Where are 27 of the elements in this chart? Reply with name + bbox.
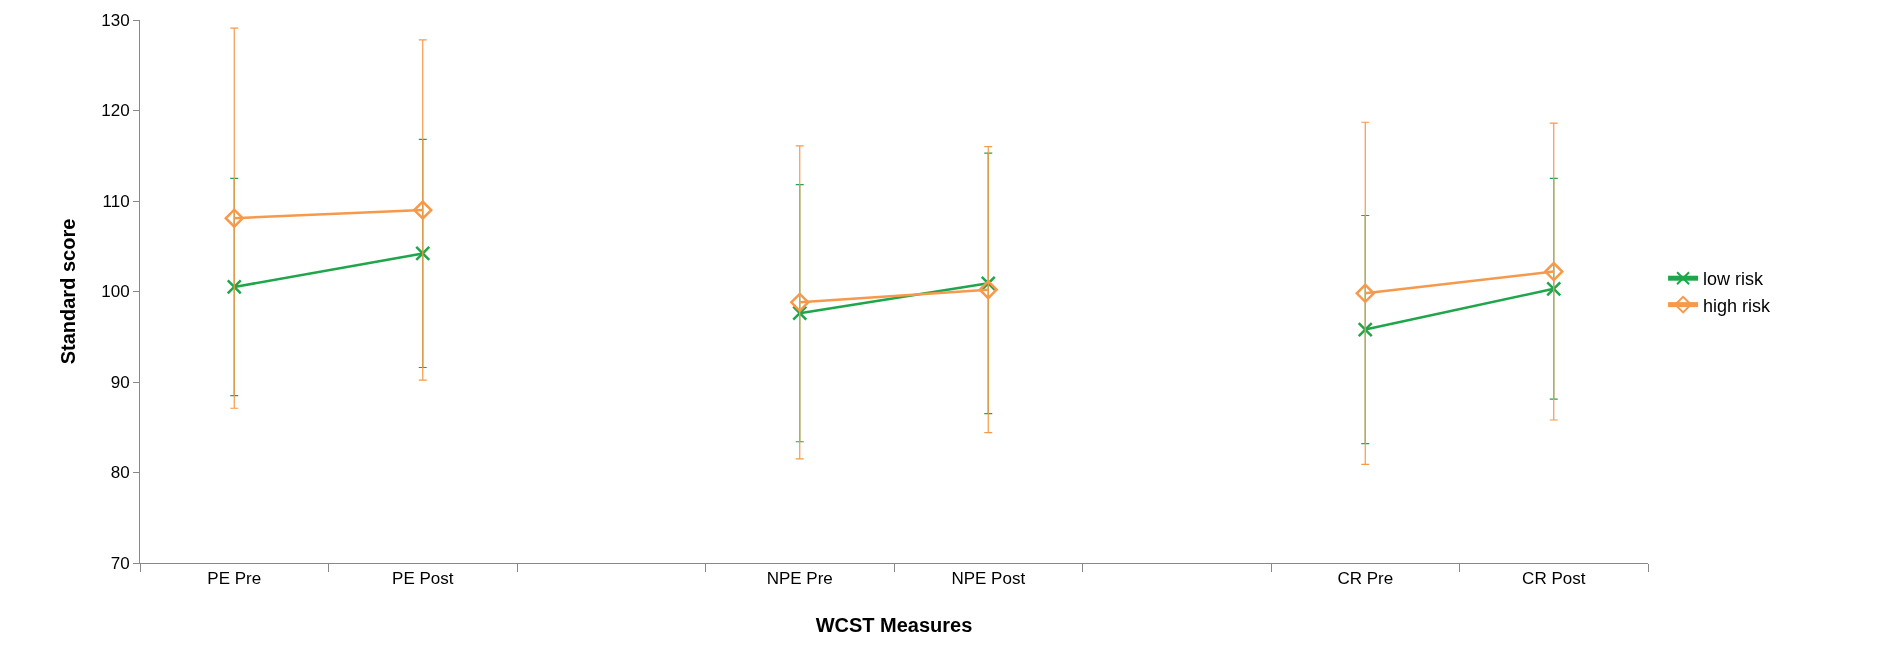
y-tick-label: 130	[101, 10, 130, 30]
x-tick-label: NPE Post	[951, 569, 1026, 589]
point	[226, 279, 242, 295]
x-tick-label: CR Post	[1522, 569, 1586, 589]
x-tick-label: CR Pre	[1337, 569, 1394, 589]
y-tick-label: 80	[110, 463, 130, 483]
y-tick-label: 100	[101, 282, 130, 302]
x-tick-label: PE Post	[392, 569, 454, 589]
y-tick-label: 70	[110, 553, 130, 573]
legend-label: low risk	[1703, 269, 1765, 290]
point	[1355, 283, 1375, 304]
point	[1546, 281, 1562, 297]
x-axis-title: WCST Measures	[815, 613, 973, 636]
point	[413, 200, 433, 220]
point	[1544, 261, 1564, 282]
point	[1357, 321, 1373, 338]
y-axis-title: Standard score	[56, 218, 79, 365]
y-tick-label: 90	[110, 372, 130, 392]
point	[224, 208, 244, 228]
point	[790, 292, 810, 313]
point	[415, 245, 431, 262]
legend-label: high risk	[1703, 295, 1772, 316]
x-tick-label: PE Pre	[207, 569, 262, 589]
x-tick-label: NPE Pre	[766, 569, 833, 589]
point	[978, 279, 998, 300]
y-tick-label: 120	[101, 101, 130, 121]
y-tick-label: 110	[102, 191, 130, 211]
